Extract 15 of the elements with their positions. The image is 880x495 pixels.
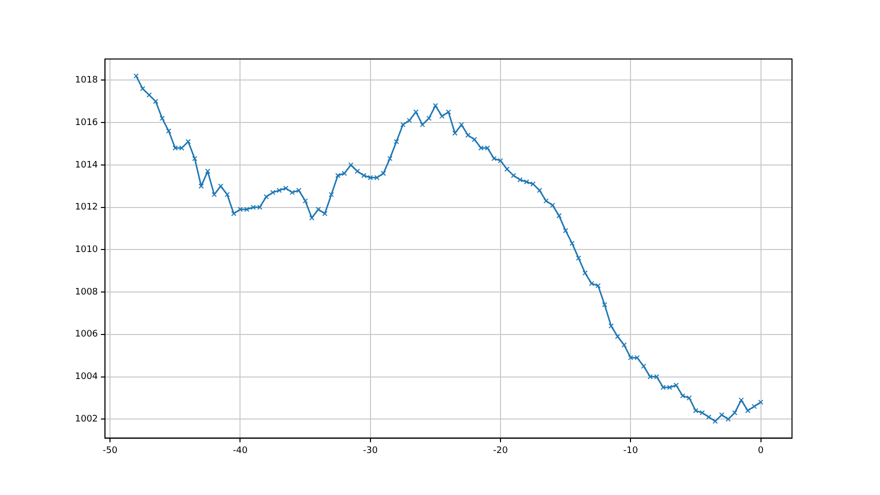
y-tick-label: 1012: [75, 202, 98, 213]
y-tick-label: 1010: [75, 245, 98, 256]
y-tick-label: 1002: [75, 414, 98, 424]
x-tick-label: -50: [102, 446, 118, 456]
x-tick-label: 0: [758, 446, 764, 456]
y-tick-label: 1008: [75, 287, 98, 298]
y-tick-label: 1016: [75, 118, 98, 128]
y-tick-label: 1014: [75, 160, 98, 170]
x-tick-label: -10: [623, 446, 638, 456]
x-tick-label: -40: [232, 446, 248, 456]
y-tick-label: 1004: [75, 372, 98, 382]
x-tick-label: -30: [363, 446, 378, 456]
x-tick-label: -20: [493, 446, 508, 456]
y-tick-label: 1006: [75, 330, 98, 340]
y-tick-label: 1018: [75, 76, 98, 86]
